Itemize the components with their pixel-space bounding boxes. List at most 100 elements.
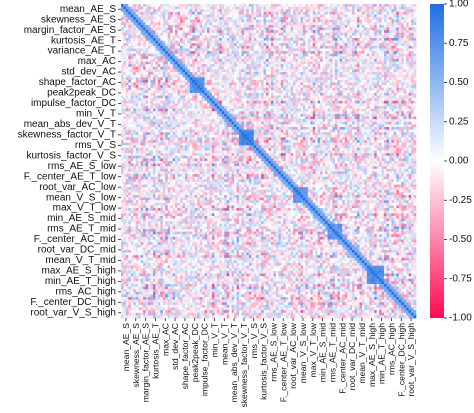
heatmap-cell bbox=[388, 19, 392, 23]
heatmap-cell bbox=[246, 56, 250, 60]
heatmap-cell bbox=[273, 95, 277, 99]
heatmap-cell bbox=[209, 100, 213, 104]
heatmap-cell bbox=[224, 58, 228, 62]
heatmap-cell bbox=[214, 87, 218, 91]
heatmap-cell bbox=[199, 51, 203, 55]
heatmap-cell bbox=[182, 9, 186, 13]
heatmap-cell bbox=[251, 77, 255, 81]
heatmap-cell bbox=[322, 77, 326, 81]
heatmap-cell bbox=[352, 6, 355, 10]
heatmap-cell bbox=[310, 22, 314, 26]
heatmap-cell bbox=[165, 30, 169, 34]
heatmap-cell bbox=[278, 103, 282, 107]
heatmap-cell bbox=[344, 58, 348, 62]
heatmap-cell bbox=[243, 9, 247, 13]
heatmap-cell bbox=[366, 48, 370, 52]
heatmap-cell bbox=[180, 51, 183, 55]
heatmap-cell bbox=[337, 95, 341, 99]
heatmap-cell bbox=[366, 35, 370, 39]
heatmap-cell bbox=[251, 72, 255, 75]
heatmap-cell bbox=[133, 69, 137, 73]
heatmap-cell bbox=[133, 17, 137, 21]
heatmap-cell bbox=[298, 87, 301, 91]
heatmap-cell bbox=[268, 32, 272, 36]
heatmap-cell bbox=[342, 9, 346, 13]
heatmap-cell bbox=[133, 87, 137, 91]
heatmap-cell bbox=[354, 108, 358, 112]
heatmap-cell bbox=[381, 24, 385, 28]
heatmap-cell bbox=[187, 30, 191, 34]
heatmap-cell bbox=[290, 43, 294, 47]
heatmap-cell bbox=[125, 40, 129, 44]
heatmap-cell bbox=[221, 61, 225, 65]
heatmap-cell bbox=[369, 74, 373, 78]
heatmap-cell bbox=[172, 14, 176, 18]
heatmap-cell bbox=[180, 95, 183, 99]
heatmap-cell bbox=[180, 72, 183, 75]
heatmap-cell bbox=[381, 108, 385, 112]
heatmap-cell bbox=[357, 6, 360, 10]
heatmap-cell bbox=[312, 58, 316, 62]
heatmap-cell bbox=[133, 74, 137, 78]
heatmap-cell bbox=[369, 22, 373, 26]
heatmap-cell bbox=[165, 98, 169, 102]
heatmap-cell bbox=[408, 43, 412, 47]
heatmap-cell bbox=[307, 45, 311, 49]
heatmap-cell bbox=[298, 45, 301, 49]
heatmap-cell bbox=[182, 69, 186, 73]
heatmap-cell bbox=[398, 43, 402, 47]
heatmap-cell bbox=[349, 90, 353, 94]
heatmap-cell bbox=[344, 27, 348, 31]
heatmap-cell bbox=[320, 64, 323, 68]
heatmap-cell bbox=[145, 106, 149, 110]
heatmap-cell bbox=[278, 64, 282, 68]
heatmap-cell bbox=[398, 30, 402, 34]
heatmap-cell bbox=[202, 53, 205, 57]
heatmap-cell bbox=[202, 40, 205, 44]
heatmap-cell bbox=[216, 103, 220, 107]
heatmap-cell bbox=[354, 90, 358, 94]
heatmap-cell bbox=[374, 6, 378, 10]
heatmap-cell bbox=[384, 87, 387, 91]
heatmap-cell bbox=[214, 98, 218, 102]
heatmap-cell bbox=[202, 69, 205, 73]
heatmap-cell bbox=[342, 72, 346, 75]
heatmap-cell bbox=[231, 51, 235, 55]
heatmap-cell bbox=[347, 17, 350, 21]
heatmap-cell bbox=[283, 30, 287, 34]
heatmap-cell bbox=[300, 14, 304, 18]
heatmap-cell bbox=[243, 48, 247, 52]
heatmap-cell bbox=[325, 108, 328, 112]
heatmap-cell bbox=[283, 9, 287, 13]
heatmap-cell bbox=[182, 100, 186, 104]
heatmap-cell bbox=[209, 30, 213, 34]
heatmap-cell bbox=[229, 92, 232, 96]
heatmap-cell bbox=[143, 69, 146, 73]
heatmap-cell bbox=[357, 72, 360, 75]
heatmap-cell bbox=[280, 48, 284, 52]
heatmap-cell bbox=[325, 53, 328, 57]
heatmap-cell bbox=[162, 74, 166, 78]
heatmap-cell bbox=[261, 98, 264, 102]
heatmap-cell bbox=[180, 77, 183, 81]
heatmap-cell bbox=[268, 64, 272, 68]
heatmap-cell bbox=[352, 95, 355, 99]
heatmap-cell bbox=[401, 82, 405, 86]
heatmap-cell bbox=[347, 40, 350, 44]
heatmap-cell bbox=[320, 11, 323, 15]
heatmap-cell bbox=[369, 9, 373, 13]
heatmap-cell bbox=[253, 61, 257, 65]
heatmap-cell bbox=[246, 38, 250, 41]
heatmap-cell bbox=[125, 92, 129, 96]
heatmap-cell bbox=[197, 85, 201, 89]
heatmap-cell bbox=[130, 74, 134, 78]
heatmap-cell bbox=[148, 77, 151, 81]
heatmap-cell bbox=[239, 66, 242, 70]
heatmap-cell bbox=[357, 87, 360, 91]
heatmap-cell bbox=[270, 100, 274, 104]
heatmap-cell bbox=[349, 64, 353, 68]
heatmap-cell bbox=[332, 38, 336, 41]
heatmap-cell bbox=[376, 53, 380, 57]
heatmap-cell bbox=[182, 77, 186, 81]
heatmap-cell bbox=[288, 19, 291, 23]
